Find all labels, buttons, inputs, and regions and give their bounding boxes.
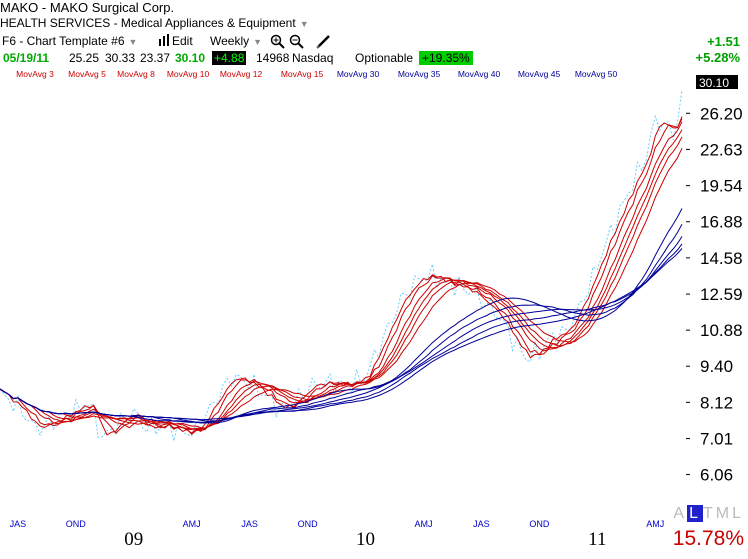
- optionable-label: Optionable: [355, 51, 414, 65]
- chevron-down-icon[interactable]: ▼: [299, 19, 309, 29]
- x-year-label: 10: [356, 529, 375, 550]
- x-quarter-label: OND: [298, 519, 319, 529]
- quote-volume: 14968: [256, 51, 290, 65]
- x-quarter-label: AMJ: [183, 519, 201, 529]
- legend-item: MovAvg 3: [16, 69, 54, 79]
- day-percent-change: +5.28%: [695, 50, 740, 65]
- scale-option-4[interactable]: L: [732, 505, 744, 522]
- quote-date: 05/19/11: [3, 51, 50, 65]
- legend-item: MovAvg 15: [281, 69, 324, 79]
- sector-row: HEALTH SERVICES - Medical Appliances & E…: [0, 16, 309, 30]
- scale-option-0[interactable]: A: [673, 505, 688, 522]
- legend-item: MovAvg 12: [220, 69, 263, 79]
- x-quarter-label: JAS: [10, 519, 27, 529]
- edit-label: Edit: [172, 34, 193, 48]
- bar-chart-icon: [159, 34, 169, 46]
- legend-item: MovAvg 10: [167, 69, 210, 79]
- legend-item: MovAvg 35: [398, 69, 441, 79]
- chevron-down-icon: ▼: [253, 37, 263, 47]
- pencil-icon[interactable]: [316, 34, 331, 52]
- y-tick-label: 9.40: [700, 357, 733, 376]
- legend-item: MovAvg 50: [575, 69, 618, 79]
- y-tick-label: 10.88: [700, 321, 743, 340]
- price-chart[interactable]: MovAvg 3 MovAvg 5 MovAvg 8 MovAvg 10 MovAvg …: [0, 66, 748, 559]
- ma-line-5: [0, 118, 683, 435]
- y-tick-label: 14.58: [700, 249, 743, 268]
- scale-option-3[interactable]: M: [715, 505, 733, 522]
- quote-exchange: Nasdaq: [292, 51, 334, 65]
- ma-line-12: [0, 136, 683, 430]
- legend-item: MovAvg 45: [518, 69, 561, 79]
- sector-label: HEALTH SERVICES - Medical Appliances & E…: [0, 16, 296, 30]
- ma-line-40: [0, 236, 683, 424]
- x-quarter-label: JAS: [473, 519, 490, 529]
- legend-item: MovAvg 5: [68, 69, 106, 79]
- edit-button[interactable]: Edit: [158, 34, 193, 48]
- current-price-label: 30.10: [699, 76, 729, 90]
- quote-close: 30.10: [175, 51, 206, 65]
- symbol-title: MAKO - MAKO Surgical Corp.: [0, 0, 175, 15]
- x-quarter-label: AMJ: [646, 519, 664, 529]
- chevron-down-icon: ▼: [128, 37, 138, 47]
- quote-row: 05/19/11 25.25 30.33 23.37 30.10 +4.88 1…: [0, 51, 748, 67]
- y-tick-label: 26.20: [700, 104, 743, 123]
- quote-high: 30.33: [105, 51, 136, 65]
- quote-low: 23.37: [140, 51, 171, 65]
- ma-line-8: [0, 121, 683, 431]
- scale-option-2[interactable]: T: [702, 505, 716, 522]
- x-year-label: 09: [124, 529, 143, 550]
- quote-open: 25.25: [69, 51, 100, 65]
- y-tick-label: 12.59: [700, 285, 743, 304]
- y-tick-label: 22.63: [700, 140, 743, 159]
- y-tick-label: 7.01: [700, 430, 733, 449]
- x-quarter-label: JAS: [241, 519, 258, 529]
- ma-line-3: [0, 116, 683, 436]
- legend-item: MovAvg 8: [117, 69, 155, 79]
- y-tick-label: 8.12: [700, 393, 733, 412]
- legend-item: MovAvg 30: [337, 69, 380, 79]
- y-tick-label: 19.54: [700, 177, 743, 196]
- change-box: +4.88: [212, 51, 247, 65]
- toolbar: F6 - Chart Template #6 ▼ Edit Weekly ▼: [0, 34, 740, 50]
- scale-option-1[interactable]: L: [687, 505, 703, 522]
- period-select[interactable]: Weekly ▼: [210, 34, 263, 48]
- y-tick-label: 6.06: [700, 466, 733, 485]
- zoom-in-icon[interactable]: [270, 34, 285, 52]
- zoom-out-icon[interactable]: [289, 34, 304, 52]
- percent-change-box: +19.35%: [419, 51, 473, 65]
- day-change: +1.51: [707, 34, 740, 49]
- template-select[interactable]: F6 - Chart Template #6 ▼: [2, 34, 138, 48]
- current-price-box: [696, 75, 738, 89]
- ma-line-50: [0, 248, 683, 421]
- x-quarter-label: AMJ: [414, 519, 432, 529]
- legend-item: MovAvg 40: [458, 69, 501, 79]
- bottom-percent: 15.78%: [672, 527, 744, 550]
- ma-line-15: [0, 147, 683, 429]
- x-quarter-label: OND: [66, 519, 87, 529]
- scale-selector[interactable]: A L TML: [673, 505, 744, 523]
- y-tick-label: 16.88: [700, 213, 743, 232]
- x-year-label: 11: [588, 529, 606, 550]
- x-quarter-label: OND: [529, 519, 550, 529]
